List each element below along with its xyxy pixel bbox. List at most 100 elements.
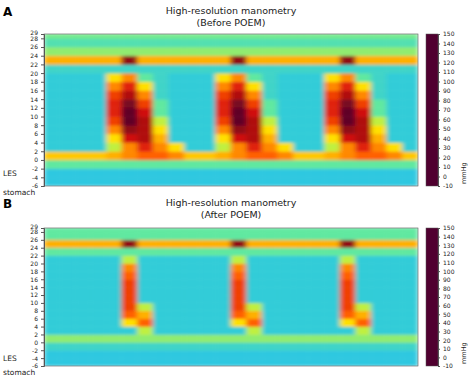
heatmap-cell bbox=[153, 228, 169, 232]
heatmap-cell bbox=[169, 303, 185, 311]
heatmap-cell bbox=[247, 56, 263, 65]
heatmap-cell bbox=[278, 232, 294, 240]
colorbar-tick-mark bbox=[438, 245, 440, 246]
heatmap-cell bbox=[215, 160, 231, 169]
heatmap-cell bbox=[325, 34, 341, 38]
heatmap-cell bbox=[247, 327, 263, 335]
colorbar-tick-label: 20 bbox=[443, 337, 451, 344]
heatmap-cell bbox=[309, 350, 325, 358]
heatmap-cell bbox=[356, 350, 372, 358]
heatmap-cell bbox=[402, 263, 418, 271]
heatmap-cell bbox=[325, 311, 341, 319]
heatmap-cell bbox=[371, 358, 387, 366]
heatmap-cell bbox=[44, 47, 60, 56]
heatmap-cell bbox=[356, 56, 372, 65]
heatmap-cell bbox=[293, 82, 309, 91]
heatmap-cell bbox=[75, 271, 91, 279]
heatmap-cell bbox=[371, 108, 387, 117]
heatmap-cell bbox=[293, 240, 309, 248]
y-tick-label: 16 bbox=[30, 87, 38, 94]
heatmap-cell bbox=[75, 287, 91, 295]
heatmap-cell bbox=[215, 228, 231, 232]
heatmap-cell bbox=[309, 125, 325, 134]
heatmap-cell bbox=[356, 34, 372, 38]
annotation: LES bbox=[3, 169, 17, 178]
heatmap-cell bbox=[44, 134, 60, 143]
heatmap-cell bbox=[184, 47, 200, 56]
heatmap-cell bbox=[184, 108, 200, 117]
y-tick: -2 bbox=[32, 165, 44, 172]
heatmap-cell bbox=[356, 279, 372, 287]
heatmap-cell bbox=[60, 263, 76, 271]
heatmap-cell bbox=[340, 256, 356, 264]
heatmap-cell bbox=[278, 143, 294, 152]
heatmap-cell bbox=[75, 248, 91, 256]
heatmap-cell bbox=[106, 311, 122, 319]
heatmap-cell bbox=[75, 334, 91, 342]
colorbar-tick-mark bbox=[438, 120, 440, 121]
y-tick-mark bbox=[41, 358, 44, 359]
heatmap-cell bbox=[75, 256, 91, 264]
heatmap-cell bbox=[371, 143, 387, 152]
heatmap-cell bbox=[153, 73, 169, 82]
heatmap-cell bbox=[122, 56, 138, 65]
heatmap-cell bbox=[402, 350, 418, 358]
heatmap-cell bbox=[387, 73, 403, 82]
colorbar-tick-label: 120 bbox=[443, 250, 455, 257]
heatmap-cell bbox=[122, 319, 138, 327]
heatmap-cell bbox=[371, 248, 387, 256]
heatmap-cell bbox=[60, 34, 76, 38]
heatmap-cell bbox=[91, 256, 107, 264]
heatmap-cell bbox=[371, 117, 387, 126]
heatmap-cell bbox=[262, 143, 278, 152]
colorbar-tick: 40 bbox=[438, 135, 451, 142]
heatmap-cell bbox=[106, 169, 122, 178]
heatmap-cell bbox=[153, 311, 169, 319]
heatmap-cell bbox=[231, 311, 247, 319]
heatmap-cell bbox=[356, 47, 372, 56]
heatmap-cell bbox=[402, 47, 418, 56]
y-tick-mark bbox=[41, 99, 44, 100]
heatmap-cell bbox=[278, 240, 294, 248]
heatmap-cell bbox=[262, 47, 278, 56]
y-tick-label: 28 bbox=[30, 35, 38, 42]
heatmap-cell bbox=[184, 240, 200, 248]
heatmap-cell bbox=[200, 56, 216, 65]
heatmap-cell bbox=[247, 287, 263, 295]
heatmap-cell bbox=[387, 117, 403, 126]
heatmap-cell bbox=[106, 358, 122, 366]
heatmap-cell bbox=[138, 263, 154, 271]
heatmap-cell bbox=[75, 117, 91, 126]
heatmap-cell bbox=[153, 271, 169, 279]
heatmap-cell bbox=[106, 232, 122, 240]
heatmap-cell bbox=[122, 99, 138, 108]
heatmap-cell bbox=[153, 295, 169, 303]
heatmap-cell bbox=[231, 271, 247, 279]
heatmap-cell bbox=[402, 64, 418, 73]
heatmap-cell bbox=[75, 342, 91, 350]
y-tick-mark bbox=[41, 319, 44, 320]
heatmap-cell bbox=[91, 228, 107, 232]
heatmap-cell bbox=[60, 342, 76, 350]
y-tick-mark bbox=[41, 186, 44, 187]
y-tick-mark bbox=[41, 151, 44, 152]
heatmap-cell bbox=[106, 287, 122, 295]
heatmap-cell bbox=[309, 279, 325, 287]
heatmap-cell bbox=[262, 295, 278, 303]
colorbar-tick: -10 bbox=[438, 362, 453, 369]
heatmap-cell bbox=[356, 342, 372, 350]
heatmap-cell bbox=[44, 125, 60, 134]
heatmap-cell bbox=[200, 47, 216, 56]
heatmap-cell bbox=[122, 248, 138, 256]
heatmap-cell bbox=[278, 303, 294, 311]
heatmap-cell bbox=[278, 287, 294, 295]
y-tick-mark bbox=[41, 169, 44, 170]
heatmap-cell bbox=[262, 263, 278, 271]
colorbar-tick-label: 50 bbox=[443, 125, 451, 132]
heatmap-cell bbox=[44, 117, 60, 126]
colorbar-tick-label: 90 bbox=[443, 87, 451, 94]
colorbar-tick: 90 bbox=[438, 87, 451, 94]
heatmap-cell bbox=[325, 56, 341, 65]
heatmap-cell bbox=[387, 125, 403, 134]
colorbar-tick-label: 140 bbox=[443, 40, 455, 47]
